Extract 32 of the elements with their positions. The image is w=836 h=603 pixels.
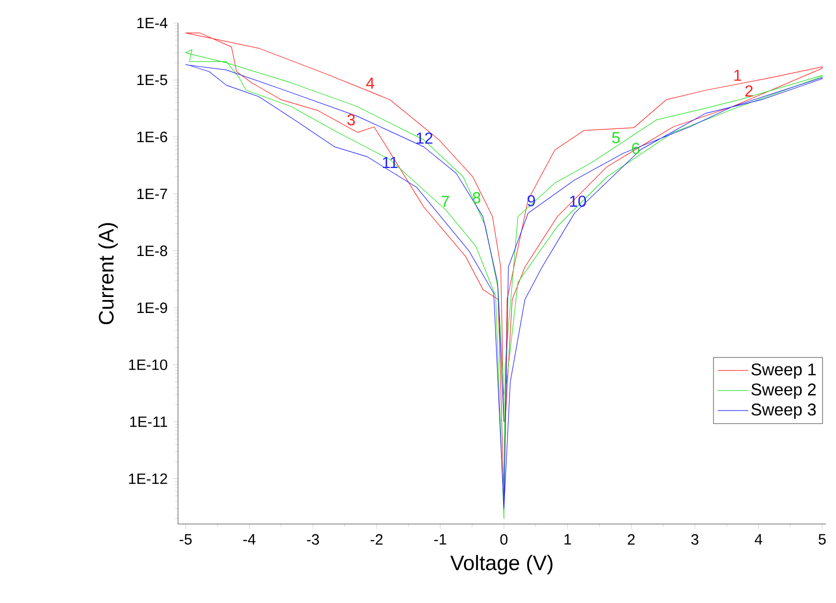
y-tick-label: 1E-11 (130, 416, 168, 427)
x-tick-label: -2 (370, 534, 382, 545)
legend-label: Sweep 2 (751, 383, 816, 399)
annotation: 1 (734, 70, 742, 81)
annotation: 4 (366, 78, 374, 89)
y-tick-label: 1E-9 (137, 302, 168, 314)
y-tick-label: 1E-10 (129, 359, 168, 370)
annotation: 7 (442, 196, 449, 207)
y-tick-label: 1E-4 (137, 18, 168, 28)
annotation: 2 (745, 85, 753, 97)
x-tick-label: -4 (243, 534, 256, 544)
y-tick-label: 1E-6 (137, 132, 168, 142)
x-tick-label: 0 (500, 534, 508, 545)
x-tick-label: 3 (691, 534, 698, 545)
legend-label: Sweep 3 (751, 404, 816, 419)
annotation: 3 (347, 114, 355, 126)
annotation: 5 (612, 132, 620, 144)
x-tick-label: 5 (818, 534, 826, 545)
x-axis-title: Voltage (V) (450, 554, 552, 574)
annotation: 8 (472, 192, 480, 204)
x-tick-label: -1 (434, 534, 446, 544)
x-tick-label: 1 (564, 534, 571, 544)
legend-label: Sweep 1 (751, 363, 816, 379)
x-tick-label: -5 (180, 534, 192, 545)
x-tick-label: 2 (628, 534, 635, 545)
y-tick-label: 1E-7 (137, 188, 168, 200)
x-tick-label: -3 (306, 534, 319, 545)
y-tick-label: 1E-5 (137, 74, 168, 86)
x-tick-label: 4 (754, 534, 762, 544)
y-tick-label: 1E-8 (137, 246, 168, 256)
y-tick-label: 1E-12 (129, 473, 168, 484)
y-axis-title: Current (A) (98, 223, 118, 324)
